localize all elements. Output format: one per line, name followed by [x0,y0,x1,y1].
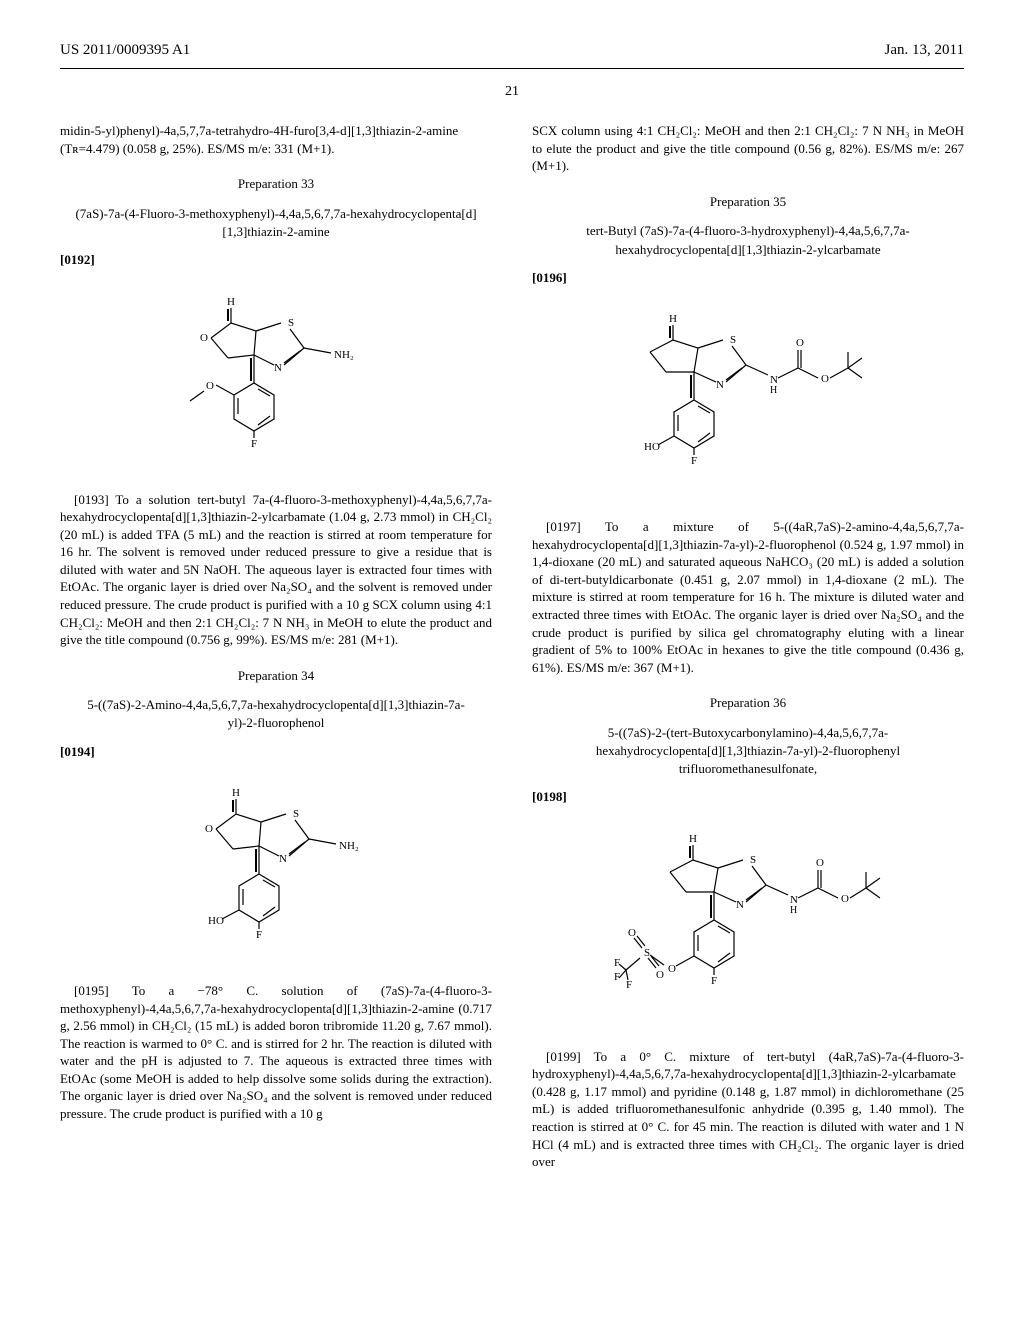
svg-text:H: H [227,296,235,308]
svg-text:H: H [232,787,240,799]
para-num: [0198] [532,789,567,804]
para-0199: [0199] To a 0° C. mixture of tert-butyl … [532,1048,964,1171]
para-0197: [0197] To a mixture of 5-((4aR,7aS)-2-am… [532,518,964,676]
svg-text:O: O [841,893,849,905]
svg-text:H: H [770,385,777,396]
right-continuation: SCX column using 4:1 CH₂Cl₂: MeOH and th… [532,122,964,175]
svg-text:S: S [644,947,650,959]
svg-text:F: F [256,929,262,941]
para-0194-number: [0194] [60,743,492,761]
svg-text:F: F [626,979,632,991]
prep-33-compound-name: (7aS)-7a-(4-Fluoro-3-methoxyphenyl)-4,4a… [74,205,478,241]
structure-35: H S N N H [532,300,964,500]
para-0195: [0195] To a −78° C. solution of (7aS)-7a… [60,982,492,1122]
structure-33: H O S N NH₂ [60,283,492,473]
svg-text:O: O [628,927,636,939]
svg-text:HO: HO [208,915,224,927]
left-column: midin-5-yl)phenyl)-4a,5,7,7a-tetrahydro-… [60,122,492,1175]
svg-text:F: F [251,438,257,450]
para-num: [0196] [532,270,567,285]
doc-date: Jan. 13, 2011 [885,40,964,60]
para-num: [0192] [60,252,95,267]
left-continuation: midin-5-yl)phenyl)-4a,5,7,7a-tetrahydro-… [60,122,492,157]
right-column: SCX column using 4:1 CH₂Cl₂: MeOH and th… [532,122,964,1175]
header-rule [60,68,964,69]
structure-34: H O S N NH₂ [60,774,492,964]
svg-text:O: O [796,337,804,349]
svg-text:HO: HO [644,441,660,453]
svg-text:H: H [790,905,797,916]
svg-text:O: O [205,823,213,835]
svg-text:S: S [730,334,736,346]
svg-text:O: O [816,857,824,869]
svg-text:F: F [711,975,717,987]
page-header: US 2011/0009395 A1 Jan. 13, 2011 [60,40,964,60]
svg-text:S: S [288,317,294,329]
doc-number: US 2011/0009395 A1 [60,40,190,60]
para-0196-number: [0196] [532,269,964,287]
svg-text:O: O [821,373,829,385]
svg-text:H: H [689,833,697,845]
svg-text:H: H [669,313,677,325]
svg-text:F: F [691,455,697,467]
svg-text:F: F [614,957,620,969]
para-0198-number: [0198] [532,788,964,806]
svg-text:O: O [668,963,676,975]
prep-35-heading: Preparation 35 [532,193,964,211]
svg-text:N: N [716,379,724,391]
page-number: 21 [60,83,964,102]
two-column-layout: midin-5-yl)phenyl)-4a,5,7,7a-tetrahydro-… [60,122,964,1175]
svg-text:O: O [200,332,208,344]
para-0193: [0193] To a solution tert-butyl 7a-(4-fl… [60,491,492,649]
prep-34-heading: Preparation 34 [60,667,492,685]
svg-text:N: N [279,853,287,865]
svg-text:S: S [293,808,299,820]
svg-text:S: S [750,854,756,866]
structure-36: H S N N H [532,820,964,1030]
svg-text:O: O [656,969,664,981]
prep-36-compound-name: 5-((7aS)-2-(tert-Butoxycarbonylamino)-4,… [546,724,950,779]
svg-text:NH₂: NH₂ [334,349,354,361]
para-0192-number: [0192] [60,251,492,269]
prep-34-compound-name: 5-((7aS)-2-Amino-4,4a,5,6,7,7a-hexahydro… [74,696,478,732]
svg-text:NH₂: NH₂ [339,840,359,852]
prep-35-compound-name: tert-Butyl (7aS)-7a-(4-fluoro-3-hydroxyp… [546,222,950,258]
svg-text:O: O [206,380,214,392]
svg-text:N: N [274,362,282,374]
prep-33-heading: Preparation 33 [60,175,492,193]
para-num: [0194] [60,744,95,759]
prep-36-heading: Preparation 36 [532,694,964,712]
svg-text:N: N [736,899,744,911]
